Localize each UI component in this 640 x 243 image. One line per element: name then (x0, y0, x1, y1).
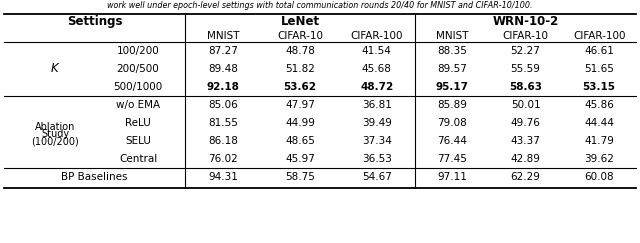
Text: 49.76: 49.76 (511, 118, 540, 128)
Text: 100/200: 100/200 (116, 46, 159, 56)
Text: 36.53: 36.53 (362, 154, 392, 164)
Text: 44.99: 44.99 (285, 118, 315, 128)
Text: LeNet: LeNet (280, 16, 319, 28)
Text: 41.54: 41.54 (362, 46, 392, 56)
Text: 44.44: 44.44 (584, 118, 614, 128)
Text: 48.78: 48.78 (285, 46, 315, 56)
Text: 45.68: 45.68 (362, 64, 392, 74)
Text: 97.11: 97.11 (437, 172, 467, 182)
Text: Settings: Settings (67, 16, 122, 28)
Text: 79.08: 79.08 (437, 118, 467, 128)
Text: MNIST: MNIST (207, 31, 239, 41)
Text: 60.08: 60.08 (584, 172, 614, 182)
Text: 89.57: 89.57 (437, 64, 467, 74)
Text: 39.49: 39.49 (362, 118, 392, 128)
Text: 89.48: 89.48 (209, 64, 238, 74)
Text: SELU: SELU (125, 136, 151, 146)
Text: 50.01: 50.01 (511, 100, 540, 110)
Text: 42.89: 42.89 (511, 154, 540, 164)
Text: 48.72: 48.72 (360, 82, 394, 92)
Text: 200/500: 200/500 (116, 64, 159, 74)
Text: Study: Study (41, 129, 69, 139)
Text: 53.62: 53.62 (284, 82, 317, 92)
Text: 58.63: 58.63 (509, 82, 542, 92)
Text: 85.89: 85.89 (437, 100, 467, 110)
Text: 37.34: 37.34 (362, 136, 392, 146)
Text: 46.61: 46.61 (584, 46, 614, 56)
Text: 43.37: 43.37 (511, 136, 540, 146)
Text: Central: Central (119, 154, 157, 164)
Text: 86.18: 86.18 (209, 136, 238, 146)
Text: CIFAR-100: CIFAR-100 (573, 31, 625, 41)
Text: 92.18: 92.18 (207, 82, 240, 92)
Text: 85.06: 85.06 (209, 100, 238, 110)
Text: 39.62: 39.62 (584, 154, 614, 164)
Text: WRN-10-2: WRN-10-2 (492, 16, 559, 28)
Text: 51.82: 51.82 (285, 64, 315, 74)
Text: 88.35: 88.35 (437, 46, 467, 56)
Text: 58.75: 58.75 (285, 172, 315, 182)
Text: CIFAR-100: CIFAR-100 (351, 31, 403, 41)
Text: 52.27: 52.27 (511, 46, 540, 56)
Text: 95.17: 95.17 (435, 82, 468, 92)
Text: 51.65: 51.65 (584, 64, 614, 74)
Text: 76.02: 76.02 (209, 154, 238, 164)
Text: BP Baselines: BP Baselines (61, 172, 128, 182)
Text: (100/200): (100/200) (31, 136, 79, 146)
Text: 62.29: 62.29 (511, 172, 540, 182)
Text: CIFAR-10: CIFAR-10 (502, 31, 548, 41)
Text: 48.65: 48.65 (285, 136, 315, 146)
Text: w/o EMA: w/o EMA (116, 100, 160, 110)
Text: 45.86: 45.86 (584, 100, 614, 110)
Text: 500/1000: 500/1000 (113, 82, 163, 92)
Text: ReLU: ReLU (125, 118, 151, 128)
Text: 36.81: 36.81 (362, 100, 392, 110)
Text: 87.27: 87.27 (209, 46, 238, 56)
Text: 53.15: 53.15 (582, 82, 616, 92)
Text: 81.55: 81.55 (209, 118, 238, 128)
Text: CIFAR-10: CIFAR-10 (277, 31, 323, 41)
Text: Ablation: Ablation (35, 122, 75, 132)
Text: 54.67: 54.67 (362, 172, 392, 182)
Text: 47.97: 47.97 (285, 100, 315, 110)
Text: 41.79: 41.79 (584, 136, 614, 146)
Text: 77.45: 77.45 (437, 154, 467, 164)
Text: 76.44: 76.44 (437, 136, 467, 146)
Text: 45.97: 45.97 (285, 154, 315, 164)
Text: $K$: $K$ (50, 62, 60, 76)
Text: 94.31: 94.31 (209, 172, 238, 182)
Text: MNIST: MNIST (436, 31, 468, 41)
Text: 55.59: 55.59 (511, 64, 540, 74)
Text: work well under epoch-level settings with total communication rounds 20/40 for M: work well under epoch-level settings wit… (108, 1, 532, 10)
